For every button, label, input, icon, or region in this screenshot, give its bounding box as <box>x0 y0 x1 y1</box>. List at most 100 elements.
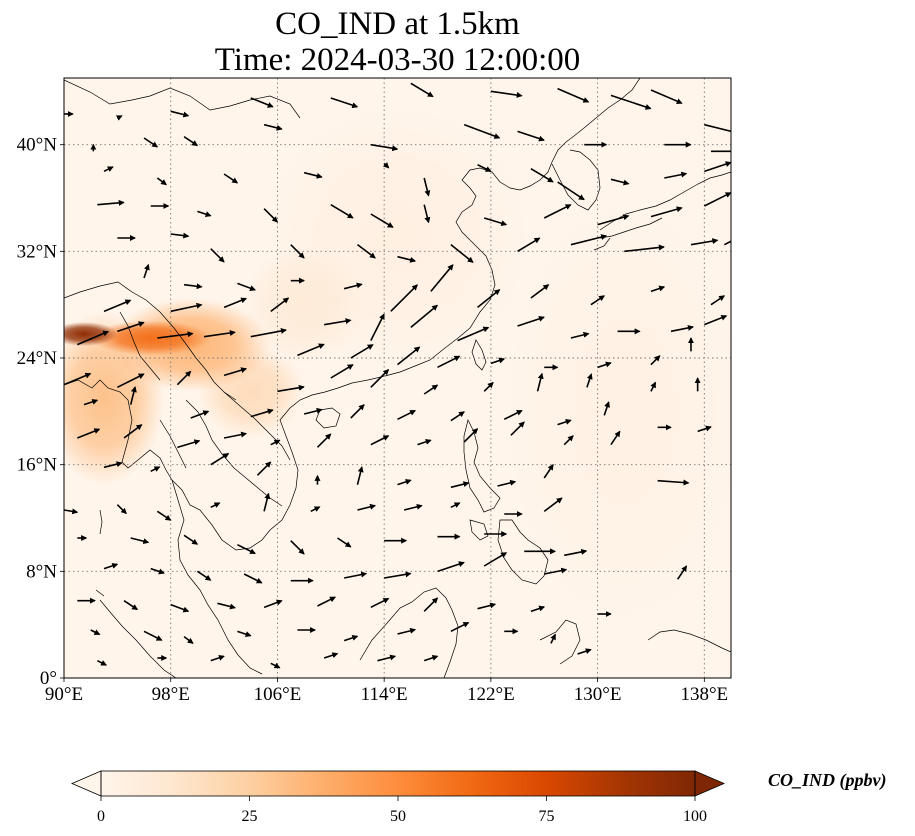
wind-arrow <box>64 372 92 386</box>
wind-arrow <box>223 367 248 377</box>
wind-arrow <box>397 479 412 486</box>
wind-arrow <box>570 331 590 339</box>
longitude-tick-label: 130°E <box>574 684 622 705</box>
co-plume <box>504 198 731 625</box>
wind-arrow <box>103 563 119 570</box>
wind-arrow <box>650 381 657 392</box>
wind-arrow <box>143 137 159 148</box>
wind-arrow <box>490 90 523 98</box>
wind-arrow <box>330 203 354 219</box>
wind-arrow <box>650 285 666 293</box>
wind-arrow <box>397 627 417 635</box>
wind-arrow <box>543 204 572 219</box>
longitude-tick-label: 138°E <box>680 684 728 705</box>
wind-arrow <box>323 318 352 326</box>
wind-arrow <box>544 567 568 575</box>
wind-arrow <box>217 602 236 610</box>
wind-arrow <box>390 284 418 312</box>
wind-arrow <box>450 621 470 633</box>
wind-arrow <box>183 636 194 644</box>
wind-arrow <box>103 166 114 173</box>
wind-arrow <box>450 244 474 263</box>
wind-arrow <box>196 570 212 581</box>
wind-arrow <box>64 508 79 515</box>
wind-arrow <box>210 502 221 509</box>
wind-arrow <box>704 123 731 133</box>
axis-ticks: 90°E 98°E 106°E 114°E 122°E 130°E 138°E 0° 8°N 16… <box>17 135 729 705</box>
wind-arrow <box>270 297 290 312</box>
wind-arrow <box>123 424 143 439</box>
co-plume <box>90 320 211 356</box>
wind-arrow <box>357 244 376 259</box>
wind-arrow <box>250 408 274 418</box>
colorbar: 0 25 50 75 100 <box>70 770 726 825</box>
wind-arrow <box>497 479 517 487</box>
wind-arrow <box>277 384 305 393</box>
wind-arrow <box>543 463 554 479</box>
wind-arrow <box>410 304 439 328</box>
map-title: CO_IND at 1.5km <box>275 6 520 42</box>
wind-arrow <box>183 136 199 147</box>
longitude-tick-label: 98°E <box>152 684 190 705</box>
latitude-tick-label: 8°N <box>26 561 57 582</box>
wind-arrow <box>170 603 190 613</box>
map-frame <box>63 77 732 679</box>
wind-arrow <box>270 662 281 669</box>
wind-arrow <box>343 635 359 642</box>
wind-arrow <box>190 410 210 419</box>
wind-arrow <box>403 503 423 511</box>
wind-arrow <box>183 534 199 545</box>
wind-arrow <box>423 177 431 197</box>
colorbar-tick-label: 100 <box>683 808 707 825</box>
wind-arrow <box>316 433 332 448</box>
wind-arrow <box>437 355 461 369</box>
wind-arrow <box>263 599 283 609</box>
wind-arrow <box>543 497 563 512</box>
wind-arrow <box>657 479 690 486</box>
wind-arrow <box>370 369 390 388</box>
wind-arrow <box>223 297 248 309</box>
wind-arrow <box>710 295 726 306</box>
wind-arrow <box>437 561 465 573</box>
wind-arrow <box>377 654 397 662</box>
wind-arrow <box>564 548 588 557</box>
wind-arrow <box>590 295 605 306</box>
wind-arrow <box>83 399 99 406</box>
wind-arrow <box>557 87 590 103</box>
wind-arrow <box>210 248 225 263</box>
wind-arrow <box>323 652 339 659</box>
wind-arrow <box>210 452 230 466</box>
wind-arrow <box>670 324 694 333</box>
wind-arrow <box>423 655 439 662</box>
wind-arrow <box>397 409 416 421</box>
wind-arrow <box>676 565 688 580</box>
wind-arrow <box>557 181 585 201</box>
wind-arrow <box>156 177 167 186</box>
wind-arrow <box>250 97 274 108</box>
longitude-tick-label: 122°E <box>467 684 515 705</box>
wind-arrow <box>483 552 508 567</box>
wind-arrow <box>704 314 728 326</box>
gridlines <box>64 78 731 678</box>
wind-arrow <box>170 110 190 118</box>
wind-arrow <box>263 208 279 223</box>
wind-arrow <box>423 204 431 224</box>
wind-arrow <box>337 537 352 548</box>
wind-arrow <box>503 409 523 421</box>
wind-arrow <box>624 244 665 253</box>
wind-arrow <box>170 302 203 313</box>
wind-arrow <box>270 439 281 446</box>
wind-arrow <box>483 217 508 227</box>
wind-arrow <box>96 659 108 666</box>
wind-arrow <box>410 82 434 98</box>
wind-arrow <box>150 567 165 575</box>
wind-arrow <box>650 355 661 366</box>
co-plume <box>244 244 365 365</box>
wind-arrow <box>477 289 501 308</box>
latitude-tick-label: 0° <box>40 668 57 689</box>
wind-arrow <box>370 313 385 342</box>
wind-arrow <box>430 264 454 292</box>
wind-arrow <box>117 373 145 389</box>
map-subtitle: Time: 2024-03-30 12:00:00 <box>214 42 581 78</box>
wind-arrow <box>370 143 399 152</box>
